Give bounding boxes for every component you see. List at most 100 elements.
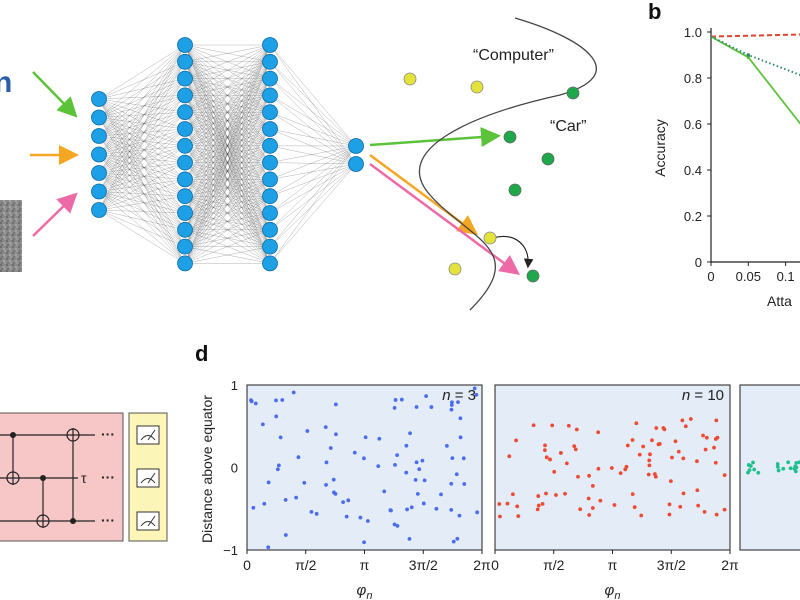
equator-scatter: d n = 3 0 π/2 π 3π/2 2π φn n = 10 0 π/2 π 3π/2 2π φn 1…: [195, 341, 800, 600]
scatter-subplot: n = 3 0 π/2 π 3π/2 2π φn: [243, 384, 491, 600]
scatter-point: [404, 443, 409, 448]
neuron: [262, 205, 278, 221]
neuron: [177, 70, 193, 87]
network-edge: [98, 78, 186, 118]
x-tick-label: 3π/2: [657, 557, 686, 573]
scatter-point: [309, 509, 314, 514]
neuron: [91, 183, 107, 200]
network-edge: [184, 179, 271, 264]
scatter-point: [449, 507, 454, 512]
network-edge: [269, 78, 357, 147]
x-tick-label: 0: [243, 557, 251, 573]
scatter-point: [458, 416, 463, 421]
network-edge: [98, 112, 186, 137]
scatter-point: [634, 421, 639, 426]
scatter-point: [334, 432, 338, 437]
scatter-point: [683, 424, 688, 429]
network-edge: [269, 145, 357, 180]
scatter-point: [455, 536, 460, 541]
network-edge: [98, 191, 186, 264]
network-edge: [98, 117, 186, 214]
network-edge: [98, 162, 186, 174]
scatter-point: [283, 497, 288, 502]
scatter-point: [333, 402, 338, 407]
scatter-point: [408, 431, 412, 436]
x-tick-label: π/2: [543, 557, 565, 573]
scatter-point: [498, 514, 502, 519]
scatter-point: [422, 478, 427, 483]
network-edge: [98, 145, 186, 155]
scatter-point: [722, 473, 727, 478]
network-edge: [269, 145, 357, 264]
network-edge: [98, 162, 186, 211]
scatter-point: [680, 418, 685, 423]
scatter-point: [653, 474, 658, 479]
network-edge: [98, 209, 186, 247]
scatter-point: [278, 435, 283, 440]
network-edge: [98, 135, 186, 214]
scatter-point: [324, 460, 329, 465]
data-point: [746, 53, 751, 57]
scatter-point: [714, 512, 719, 517]
network-edge: [269, 44, 357, 165]
scatter-point: [775, 464, 780, 469]
y-axis-label: Accuracy: [652, 119, 668, 177]
network-edge: [98, 98, 186, 180]
scatter-point: [751, 460, 755, 465]
network-edge: [98, 172, 186, 180]
neuron: [177, 104, 193, 121]
network-edge: [269, 128, 357, 165]
scatter-point: [647, 463, 652, 468]
scatter-point: [670, 455, 674, 460]
class-dot-green: [526, 269, 540, 283]
input-arrow-green: [32, 71, 78, 118]
wire-ellipsis: ···: [101, 469, 115, 485]
y-axis-label: Distance above equator: [199, 395, 215, 543]
circuit-box: [0, 412, 124, 542]
network-edge: [98, 112, 186, 155]
network-edge: [184, 229, 271, 264]
measurement-meter-icon: [136, 468, 160, 488]
neuron: [91, 202, 107, 218]
scatter-point: [704, 435, 709, 440]
x-axis-label: Atta: [767, 293, 792, 309]
series-line: [710, 33, 800, 38]
scatter-point: [544, 455, 549, 460]
scatter-point: [713, 437, 718, 441]
network-edge: [98, 78, 186, 155]
neuron: [348, 138, 364, 154]
neuron: [91, 128, 107, 144]
network-edge: [184, 212, 271, 264]
network-edge: [98, 117, 186, 130]
input-letter-fragment: n: [0, 66, 12, 99]
neuron: [177, 221, 193, 238]
scatter-point: [612, 503, 617, 507]
network-edge: [98, 95, 186, 174]
network-edge: [269, 95, 357, 147]
network-edge: [269, 145, 357, 230]
scatter-point: [399, 397, 404, 402]
scatter-point: [630, 492, 635, 497]
network-edge: [269, 95, 357, 165]
cnot-control: [10, 432, 16, 438]
scatter-point: [451, 539, 456, 544]
x-tick-label: 0: [491, 557, 499, 573]
network-edge: [269, 163, 357, 180]
scatter-point: [586, 496, 591, 501]
wire-ellipsis: ···: [101, 512, 115, 528]
scatter-point: [389, 508, 393, 513]
scatter-point: [457, 513, 462, 518]
network-edge: [98, 172, 186, 214]
output-arrow-green: [369, 127, 501, 148]
y-tick-label: 0: [695, 255, 702, 270]
scatter-point: [251, 505, 256, 510]
neuron: [177, 121, 193, 137]
scatter-point: [331, 477, 336, 482]
neuron: [177, 171, 193, 188]
scatter-point: [429, 405, 434, 409]
neuron: [262, 70, 278, 87]
scatter-point: [673, 439, 678, 444]
network-edge: [98, 179, 186, 211]
neuron: [262, 37, 278, 53]
